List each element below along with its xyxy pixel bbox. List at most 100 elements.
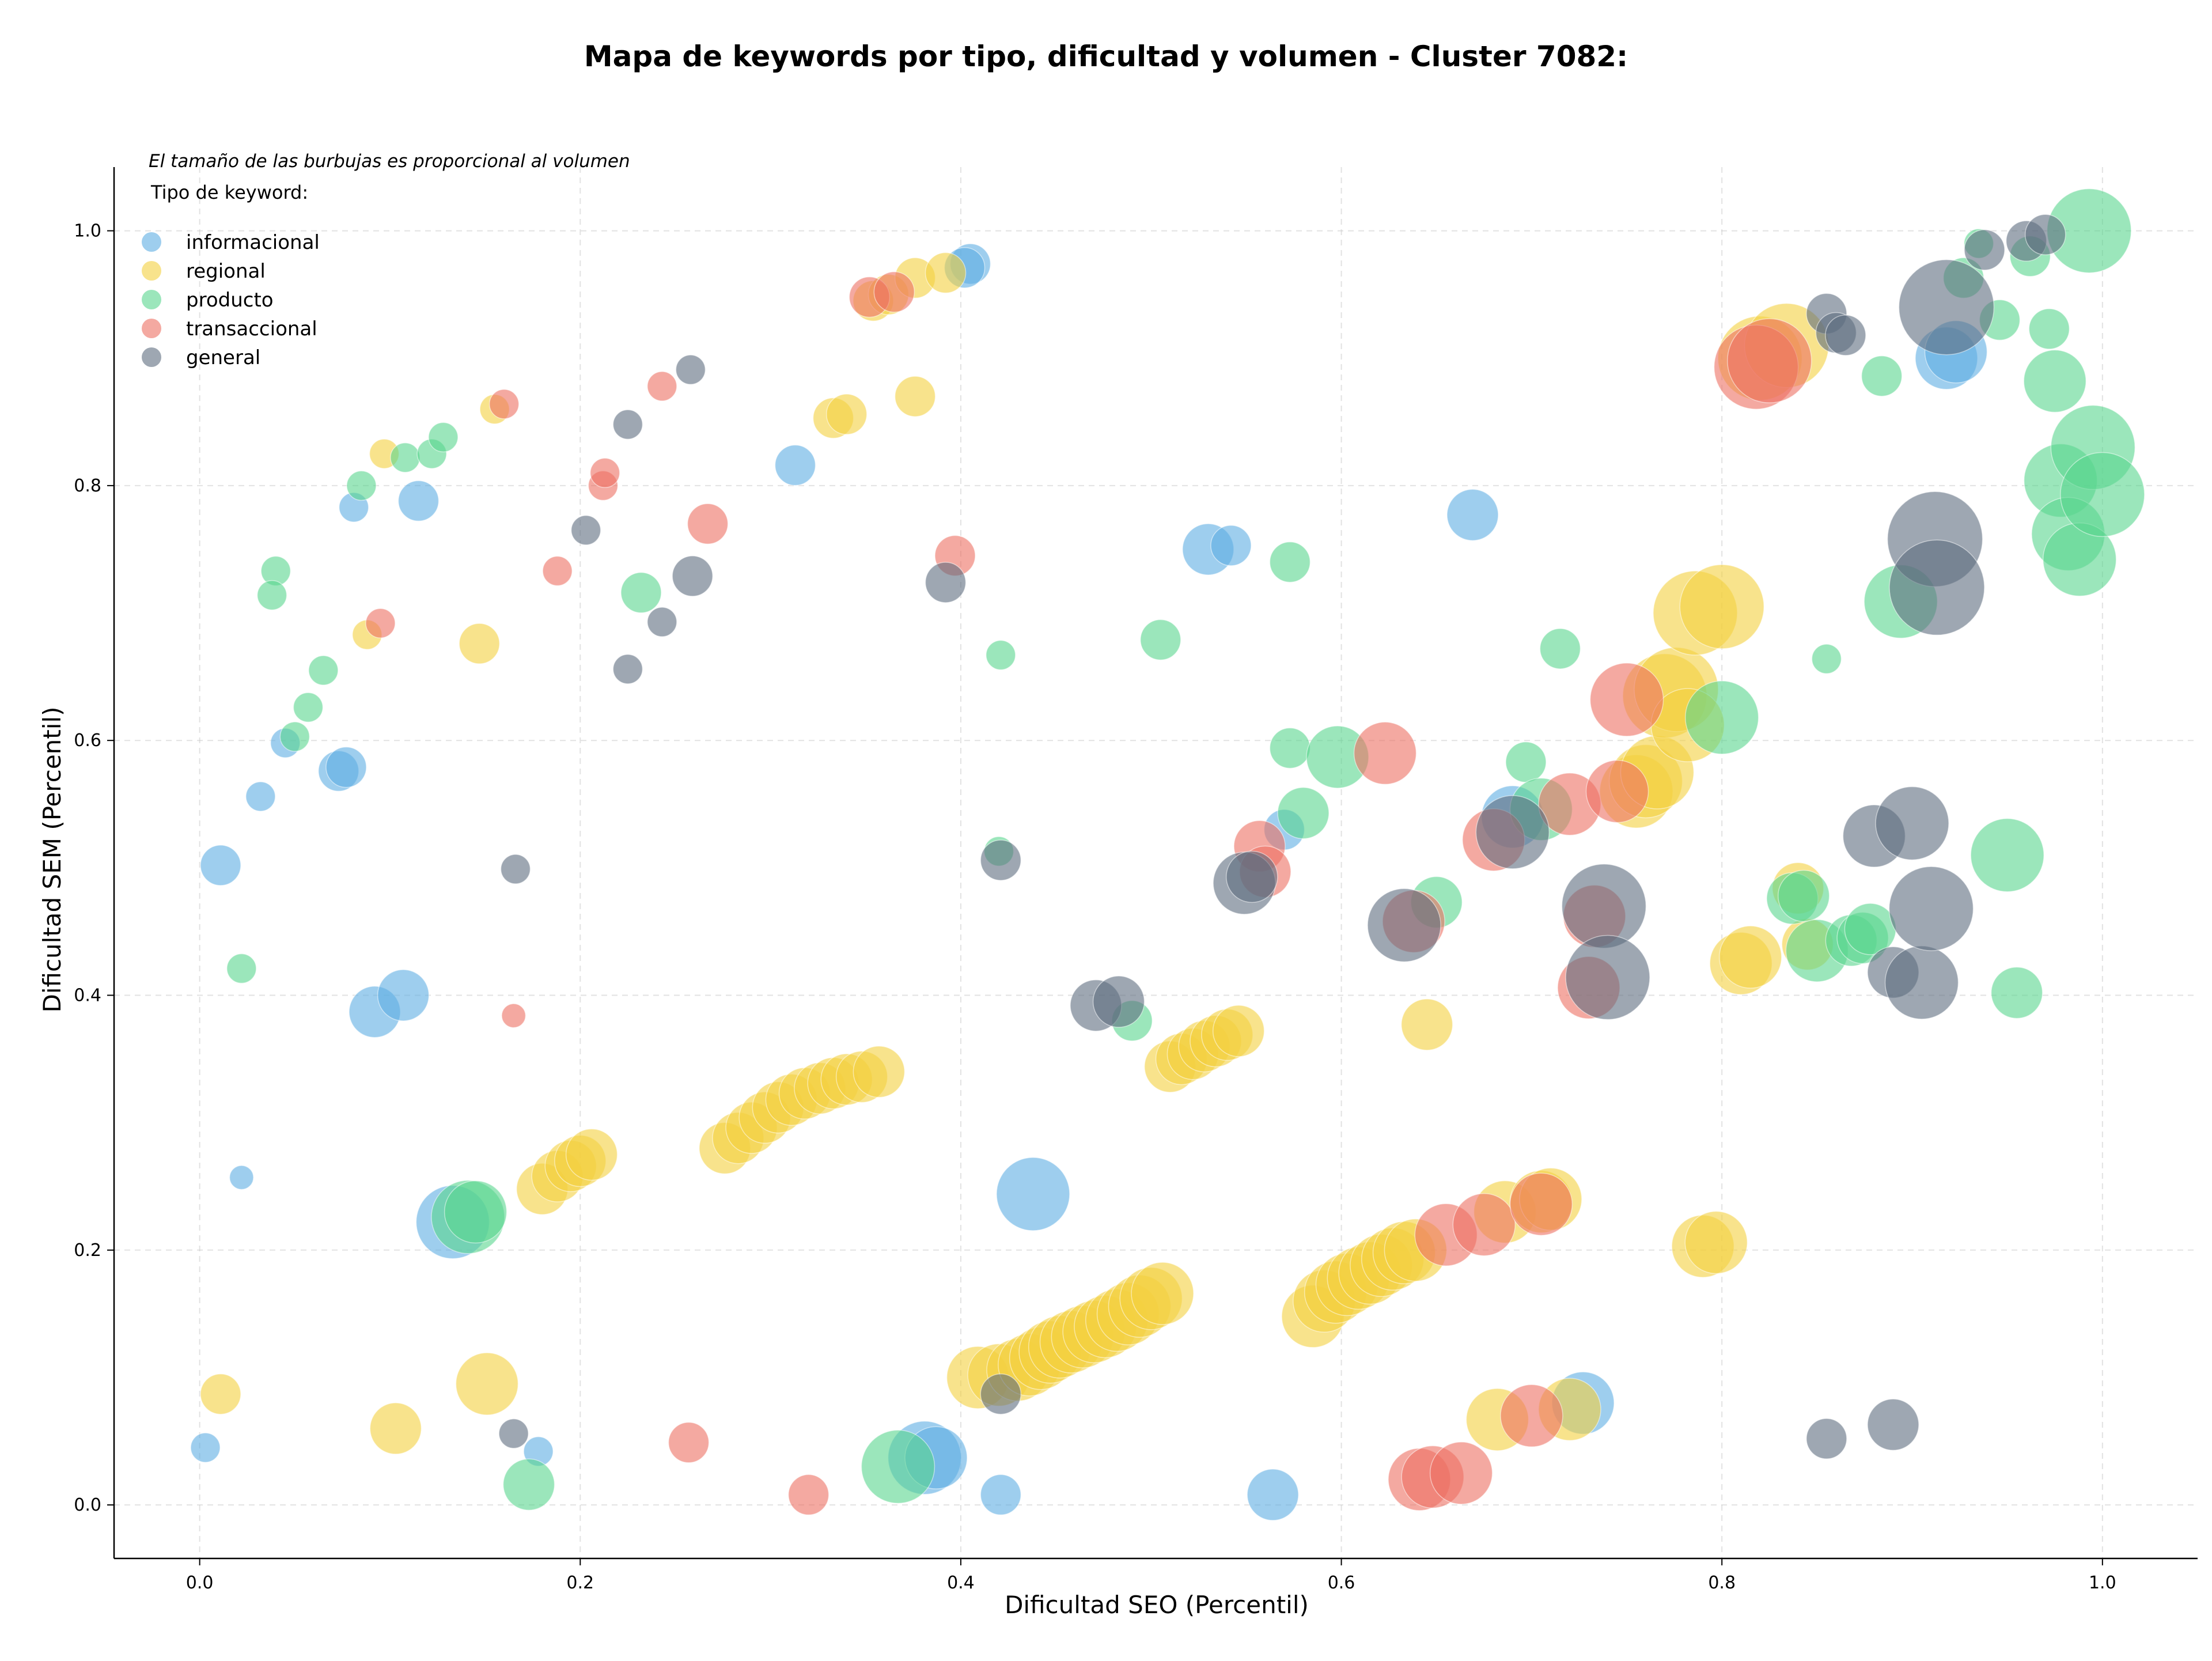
bubble-informacional xyxy=(325,746,367,788)
bubble-transaccional xyxy=(668,1422,710,1463)
bubble-general xyxy=(1964,229,2005,271)
bubble-size-note: El tamaño de las burbujas es proporciona… xyxy=(149,151,630,172)
legend-marker xyxy=(142,232,161,252)
x-tick-label: 0.6 xyxy=(1328,1573,1355,1593)
bubble-general xyxy=(925,562,967,603)
bubble-transaccional xyxy=(1585,759,1649,823)
bubble-regional xyxy=(1684,1210,1748,1274)
legend-item-transaccional: transaccional xyxy=(142,317,317,340)
legend-label: producto xyxy=(186,289,274,312)
bubble-transaccional xyxy=(1509,1172,1573,1236)
bubble-transaccional xyxy=(1353,721,1417,785)
bubble-producto xyxy=(428,422,459,453)
bubble-producto xyxy=(502,1458,555,1511)
bubble-informacional xyxy=(1446,489,1499,541)
bubble-informacional xyxy=(1210,525,1252,566)
legend-label: regional xyxy=(186,260,266,283)
y-axis-label: Dificultad SEM (Percentil) xyxy=(38,707,66,1013)
legend-item-regional: regional xyxy=(142,260,266,283)
bubble-regional xyxy=(853,1045,906,1098)
bubble-informacional xyxy=(190,1432,221,1463)
bubble-general xyxy=(500,854,531,884)
bubble-producto xyxy=(444,1180,507,1244)
bubble-producto xyxy=(1970,818,2044,892)
legend: Tipo de keyword: informacional regional pr… xyxy=(142,181,320,369)
bubble-general xyxy=(672,555,713,597)
bubble-informacional xyxy=(200,845,241,886)
legend-marker xyxy=(142,319,161,338)
bubble-regional xyxy=(1131,1262,1194,1325)
bubble-informacional xyxy=(996,1157,1070,1231)
legend-item-informacional: informacional xyxy=(142,231,320,254)
bubble-transaccional xyxy=(1589,663,1664,737)
bubble-general xyxy=(612,409,643,440)
bubble-regional xyxy=(455,1352,519,1416)
bubble-general xyxy=(647,607,677,637)
legend-label: general xyxy=(186,346,260,369)
bubble-general xyxy=(498,1418,529,1449)
legend-title: Tipo de keyword: xyxy=(150,181,308,203)
bubble-general xyxy=(612,654,643,684)
bubble-producto xyxy=(1684,680,1759,755)
bubble-producto xyxy=(1277,787,1330,839)
bubble-producto xyxy=(1505,741,1547,783)
bubble-producto xyxy=(1777,869,1830,922)
bubble-regional xyxy=(1400,998,1453,1051)
bubble-regional xyxy=(200,1373,241,1415)
bubble-transaccional xyxy=(787,1474,830,1516)
legend-marker xyxy=(142,261,161,281)
bubble-general xyxy=(1565,934,1650,1020)
x-tick-label: 0.2 xyxy=(566,1573,594,1593)
legend-item-general: general xyxy=(142,346,260,369)
bubble-transaccional xyxy=(542,555,573,587)
series-general xyxy=(498,214,2066,1459)
bubble-regional xyxy=(1679,564,1764,649)
y-tick-label: 0.6 xyxy=(74,731,101,751)
bubble-producto xyxy=(861,1429,935,1504)
bubble-producto xyxy=(346,470,377,501)
bubble-producto xyxy=(1269,727,1311,769)
bubble-regional xyxy=(459,623,500,664)
bubble-transaccional xyxy=(1727,318,1812,403)
bubble-transaccional xyxy=(687,503,729,544)
bubble-general xyxy=(1898,259,1995,355)
bubble-general xyxy=(1475,795,1550,869)
legend-label: transaccional xyxy=(186,317,317,340)
x-tick-label: 0.8 xyxy=(1708,1573,1736,1593)
y-tick-label: 0.0 xyxy=(74,1495,101,1515)
x-tick-label: 0.0 xyxy=(186,1573,214,1593)
bubble-general xyxy=(1889,539,1985,636)
bubble-general xyxy=(1806,1418,1847,1459)
bubble-general xyxy=(1884,945,1959,1020)
bubble-producto xyxy=(2023,349,2087,413)
bubble-informacional xyxy=(397,480,440,522)
chart-title: Mapa de keywords por tipo, dificultad y … xyxy=(584,40,1628,73)
bubble-regional xyxy=(369,1402,422,1455)
bubble-producto xyxy=(293,692,324,722)
bubble-producto xyxy=(256,580,287,611)
bubble-general xyxy=(570,515,601,546)
bubble-regional xyxy=(565,1128,618,1181)
bubble-producto xyxy=(620,572,662,614)
y-tick-label: 1.0 xyxy=(74,221,101,241)
bubble-transaccional xyxy=(589,457,620,489)
bubble-informacional xyxy=(1247,1469,1299,1521)
bubble-regional xyxy=(1718,925,1782,989)
bubble-informacional xyxy=(245,781,276,812)
y-tick-label: 0.2 xyxy=(74,1240,101,1261)
axis-ticks: 0.0 0.2 0.4 0.6 0.8 1.0 0.0 0.2 0.4 0.6 0.8 1.0 xyxy=(74,221,2116,1593)
legend-marker xyxy=(142,290,161,309)
bubble-layer xyxy=(190,188,2145,1521)
bubble-producto xyxy=(986,640,1016,671)
bubble-informacional xyxy=(229,1165,254,1190)
bubble-regional xyxy=(825,394,868,435)
bubble-producto xyxy=(1269,541,1311,583)
bubble-general xyxy=(1226,850,1278,903)
legend-item-producto: producto xyxy=(142,289,274,312)
bubble-informacional xyxy=(377,969,430,1021)
bubble-transaccional xyxy=(1500,1384,1563,1448)
y-tick-label: 0.4 xyxy=(74,986,101,1006)
bubble-general xyxy=(980,1373,1022,1415)
bubble-general xyxy=(1367,888,1441,963)
